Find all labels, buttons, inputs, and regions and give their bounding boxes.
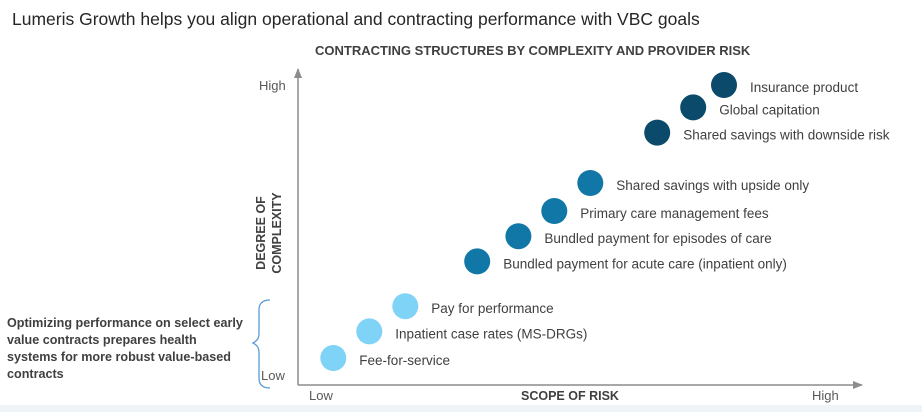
node-label-8: Global capitation <box>719 102 820 117</box>
node-marker-0 <box>320 345 347 371</box>
y-tick-low: Low <box>261 368 285 383</box>
bottom-band <box>0 405 922 412</box>
node-label-2: Pay for performance <box>431 301 553 316</box>
x-tick-high: High <box>812 388 839 403</box>
node-label-3: Bundled payment for acute care (inpatien… <box>503 256 787 271</box>
node-marker-2 <box>392 293 419 320</box>
node-label-4: Bundled payment for episodes of care <box>544 231 771 246</box>
y-axis-title-line-2: COMPLEXITY <box>270 192 284 274</box>
node-marker-4 <box>505 223 532 250</box>
node-label-0: Fee-for-service <box>359 353 450 368</box>
node-label-5: Primary care management fees <box>580 206 769 221</box>
contract-nodes: Fee-for-service Inpatient case rates (MS-… <box>320 72 890 371</box>
node-label-9: Insurance product <box>750 80 858 95</box>
node-marker-6 <box>577 170 604 196</box>
node-marker-8 <box>680 94 707 121</box>
node-marker-7 <box>644 119 671 146</box>
node-label-7: Shared savings with downside risk <box>683 128 890 143</box>
y-axis-title-line-1: DEGREE OF <box>254 196 268 270</box>
node-marker-9 <box>711 72 737 98</box>
node-label-1: Inpatient case rates (MS-DRGs) <box>395 326 587 341</box>
node-marker-3 <box>464 248 491 275</box>
chart-title: CONTRACTING STRUCTURES BY COMPLEXITY AND… <box>315 43 751 58</box>
y-tick-high: High <box>259 78 286 93</box>
node-marker-1 <box>356 318 383 345</box>
x-tick-low: Low <box>309 388 333 403</box>
side-note: Optimizing performance on select early v… <box>7 316 243 381</box>
node-label-6: Shared savings with upside only <box>616 178 809 193</box>
page-title: Lumeris Growth helps you align operation… <box>12 9 700 29</box>
node-marker-5 <box>541 198 568 224</box>
x-axis-title: SCOPE OF RISK <box>521 389 619 403</box>
side-note-bracket <box>251 299 271 389</box>
